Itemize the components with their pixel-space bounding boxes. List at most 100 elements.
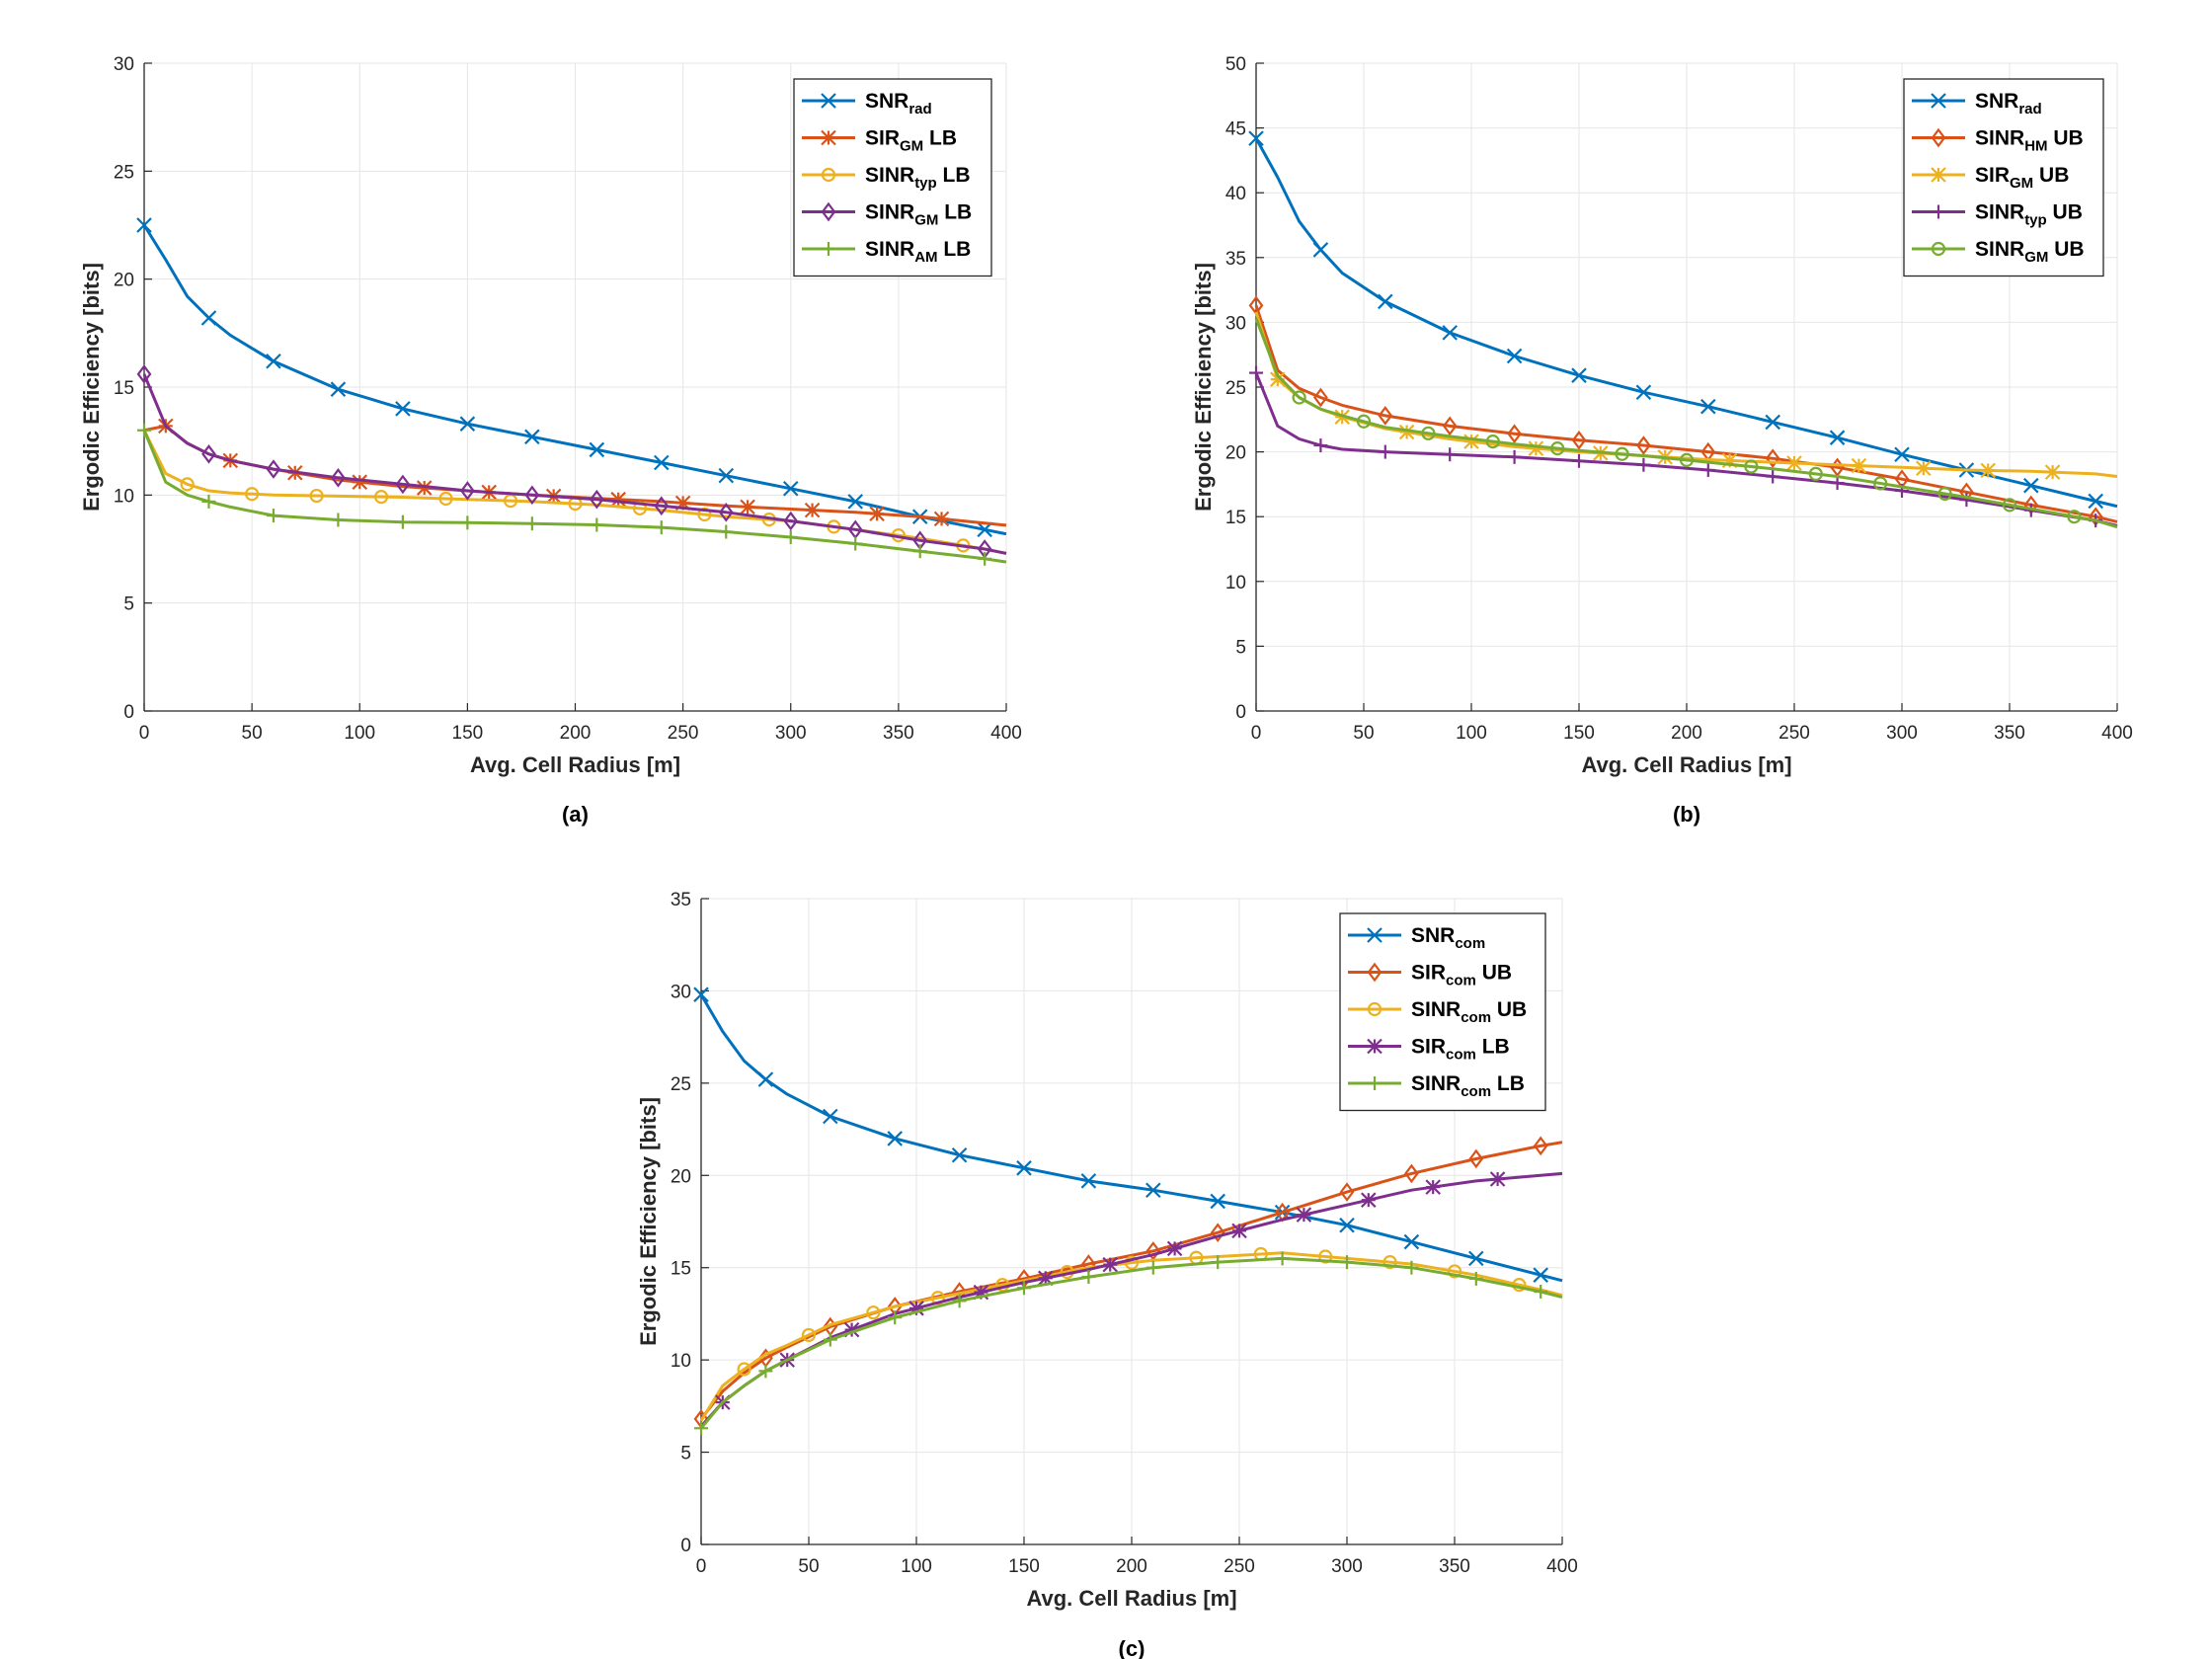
- legend-label: SIRGM UB: [1975, 164, 2069, 192]
- y-tick-label: 10: [671, 1351, 691, 1372]
- y-tick-label: 25: [114, 162, 134, 183]
- series-line: [699, 1251, 1563, 1422]
- data-point: [1786, 455, 1802, 471]
- data-point: [912, 544, 927, 559]
- legend-label: SINRGM LB: [865, 201, 972, 229]
- legend-label: SINRAM LB: [865, 238, 971, 266]
- data-point: [697, 507, 712, 522]
- data-point: [1312, 242, 1329, 258]
- x-tick-label: 150: [452, 723, 484, 744]
- data-point: [693, 987, 709, 1002]
- data-point: [847, 494, 864, 510]
- data-point: [1248, 130, 1264, 146]
- data-point: [1636, 435, 1651, 455]
- y-tick-label: 10: [114, 486, 134, 507]
- legend-marker: [1367, 962, 1382, 983]
- data-point: [1765, 414, 1780, 431]
- data-point: [524, 485, 540, 506]
- data-point: [1468, 1148, 1484, 1169]
- x-tick-label: 50: [798, 1556, 819, 1577]
- data-point: [2067, 510, 2082, 524]
- chart-caption: (c): [1119, 1636, 1146, 1659]
- legend-suffix: UB: [2047, 201, 2083, 224]
- x-tick-label: 150: [1008, 1556, 1040, 1577]
- legend-label: SIRcom LB: [1411, 1036, 1510, 1064]
- x-tick-label: 0: [139, 723, 150, 744]
- data-point: [654, 520, 669, 535]
- data-point: [908, 1301, 924, 1316]
- y-tick-label: 50: [1225, 54, 1246, 75]
- data-point: [330, 381, 347, 397]
- data-point: [933, 511, 950, 527]
- legend-suffix: LB: [938, 201, 972, 224]
- data-point: [783, 529, 798, 544]
- y-tick-label: 35: [1225, 249, 1246, 270]
- legend-subscript: com: [1461, 1083, 1491, 1100]
- y-tick-label: 5: [680, 1444, 691, 1464]
- data-point: [524, 429, 540, 445]
- x-tick-label: 400: [990, 723, 1022, 744]
- y-tick-label: 30: [671, 982, 691, 1002]
- legend-item: SIRGM UB: [1912, 164, 2069, 192]
- legend-item: SNRrad: [802, 90, 932, 118]
- x-tick-label: 300: [1886, 723, 1918, 744]
- chart-caption: (b): [1673, 802, 1700, 827]
- legend-item: SNRrad: [1912, 90, 2042, 118]
- data-point: [1571, 367, 1587, 383]
- y-tick-label: 0: [680, 1536, 691, 1556]
- data-point: [1937, 486, 1952, 502]
- legend-label: SIRcom UB: [1411, 962, 1512, 989]
- legend-subscript: rad: [908, 101, 931, 118]
- legend-item: SINRcom LB: [1348, 1072, 1525, 1100]
- data-point: [823, 1332, 837, 1347]
- legend-suffix: LB: [923, 127, 957, 150]
- data-point: [1615, 446, 1629, 461]
- legend-name: SINR: [1975, 127, 2024, 150]
- legend-name: SINR: [865, 164, 914, 187]
- legend-label: SNRcom: [1411, 924, 1485, 952]
- series-sinr-hm: [1248, 295, 2118, 527]
- y-tick-label: 40: [1225, 184, 1246, 204]
- data-point: [718, 502, 734, 522]
- data-point: [1528, 440, 1544, 456]
- legend-suffix: LB: [938, 238, 972, 261]
- legend-marker: [1931, 167, 1946, 183]
- y-tick-label: 5: [1235, 637, 1246, 658]
- data-point: [1318, 1249, 1333, 1264]
- legend-marker: [821, 93, 836, 109]
- legend-name: SIR: [1975, 164, 2010, 187]
- x-tick-label: 100: [1456, 723, 1487, 744]
- data-point: [201, 494, 216, 509]
- data-point: [1468, 1271, 1483, 1286]
- data-point: [589, 489, 604, 510]
- legend-subscript: GM: [900, 138, 923, 155]
- y-tick-label: 30: [114, 54, 134, 75]
- y-tick-label: 20: [1225, 443, 1246, 464]
- legend-marker: [1931, 241, 1946, 257]
- legend-name: SIR: [865, 127, 900, 150]
- legend-item: SINRHM UB: [1912, 127, 2084, 155]
- legend-item: SIRGM LB: [802, 127, 957, 155]
- y-tick-label: 20: [671, 1166, 691, 1187]
- x-tick-label: 300: [775, 723, 807, 744]
- data-point: [1550, 441, 1565, 456]
- legend-suffix: UB: [2033, 164, 2069, 187]
- legend-name: SINR: [1411, 1072, 1461, 1095]
- legend-marker: [821, 167, 836, 183]
- data-point: [1016, 1160, 1032, 1176]
- data-point: [1959, 493, 1974, 508]
- data-point: [1744, 459, 1759, 474]
- data-point: [848, 536, 863, 551]
- data-point: [590, 517, 604, 532]
- data-point: [1382, 1255, 1397, 1270]
- legend-item: SINRAM LB: [802, 238, 971, 266]
- data-point: [1894, 446, 1910, 463]
- data-point: [1700, 398, 1716, 415]
- data-point: [804, 502, 821, 518]
- data-point: [978, 551, 992, 566]
- x-tick-label: 400: [1546, 1556, 1578, 1577]
- data-point: [460, 481, 475, 501]
- x-tick-label: 350: [1439, 1556, 1470, 1577]
